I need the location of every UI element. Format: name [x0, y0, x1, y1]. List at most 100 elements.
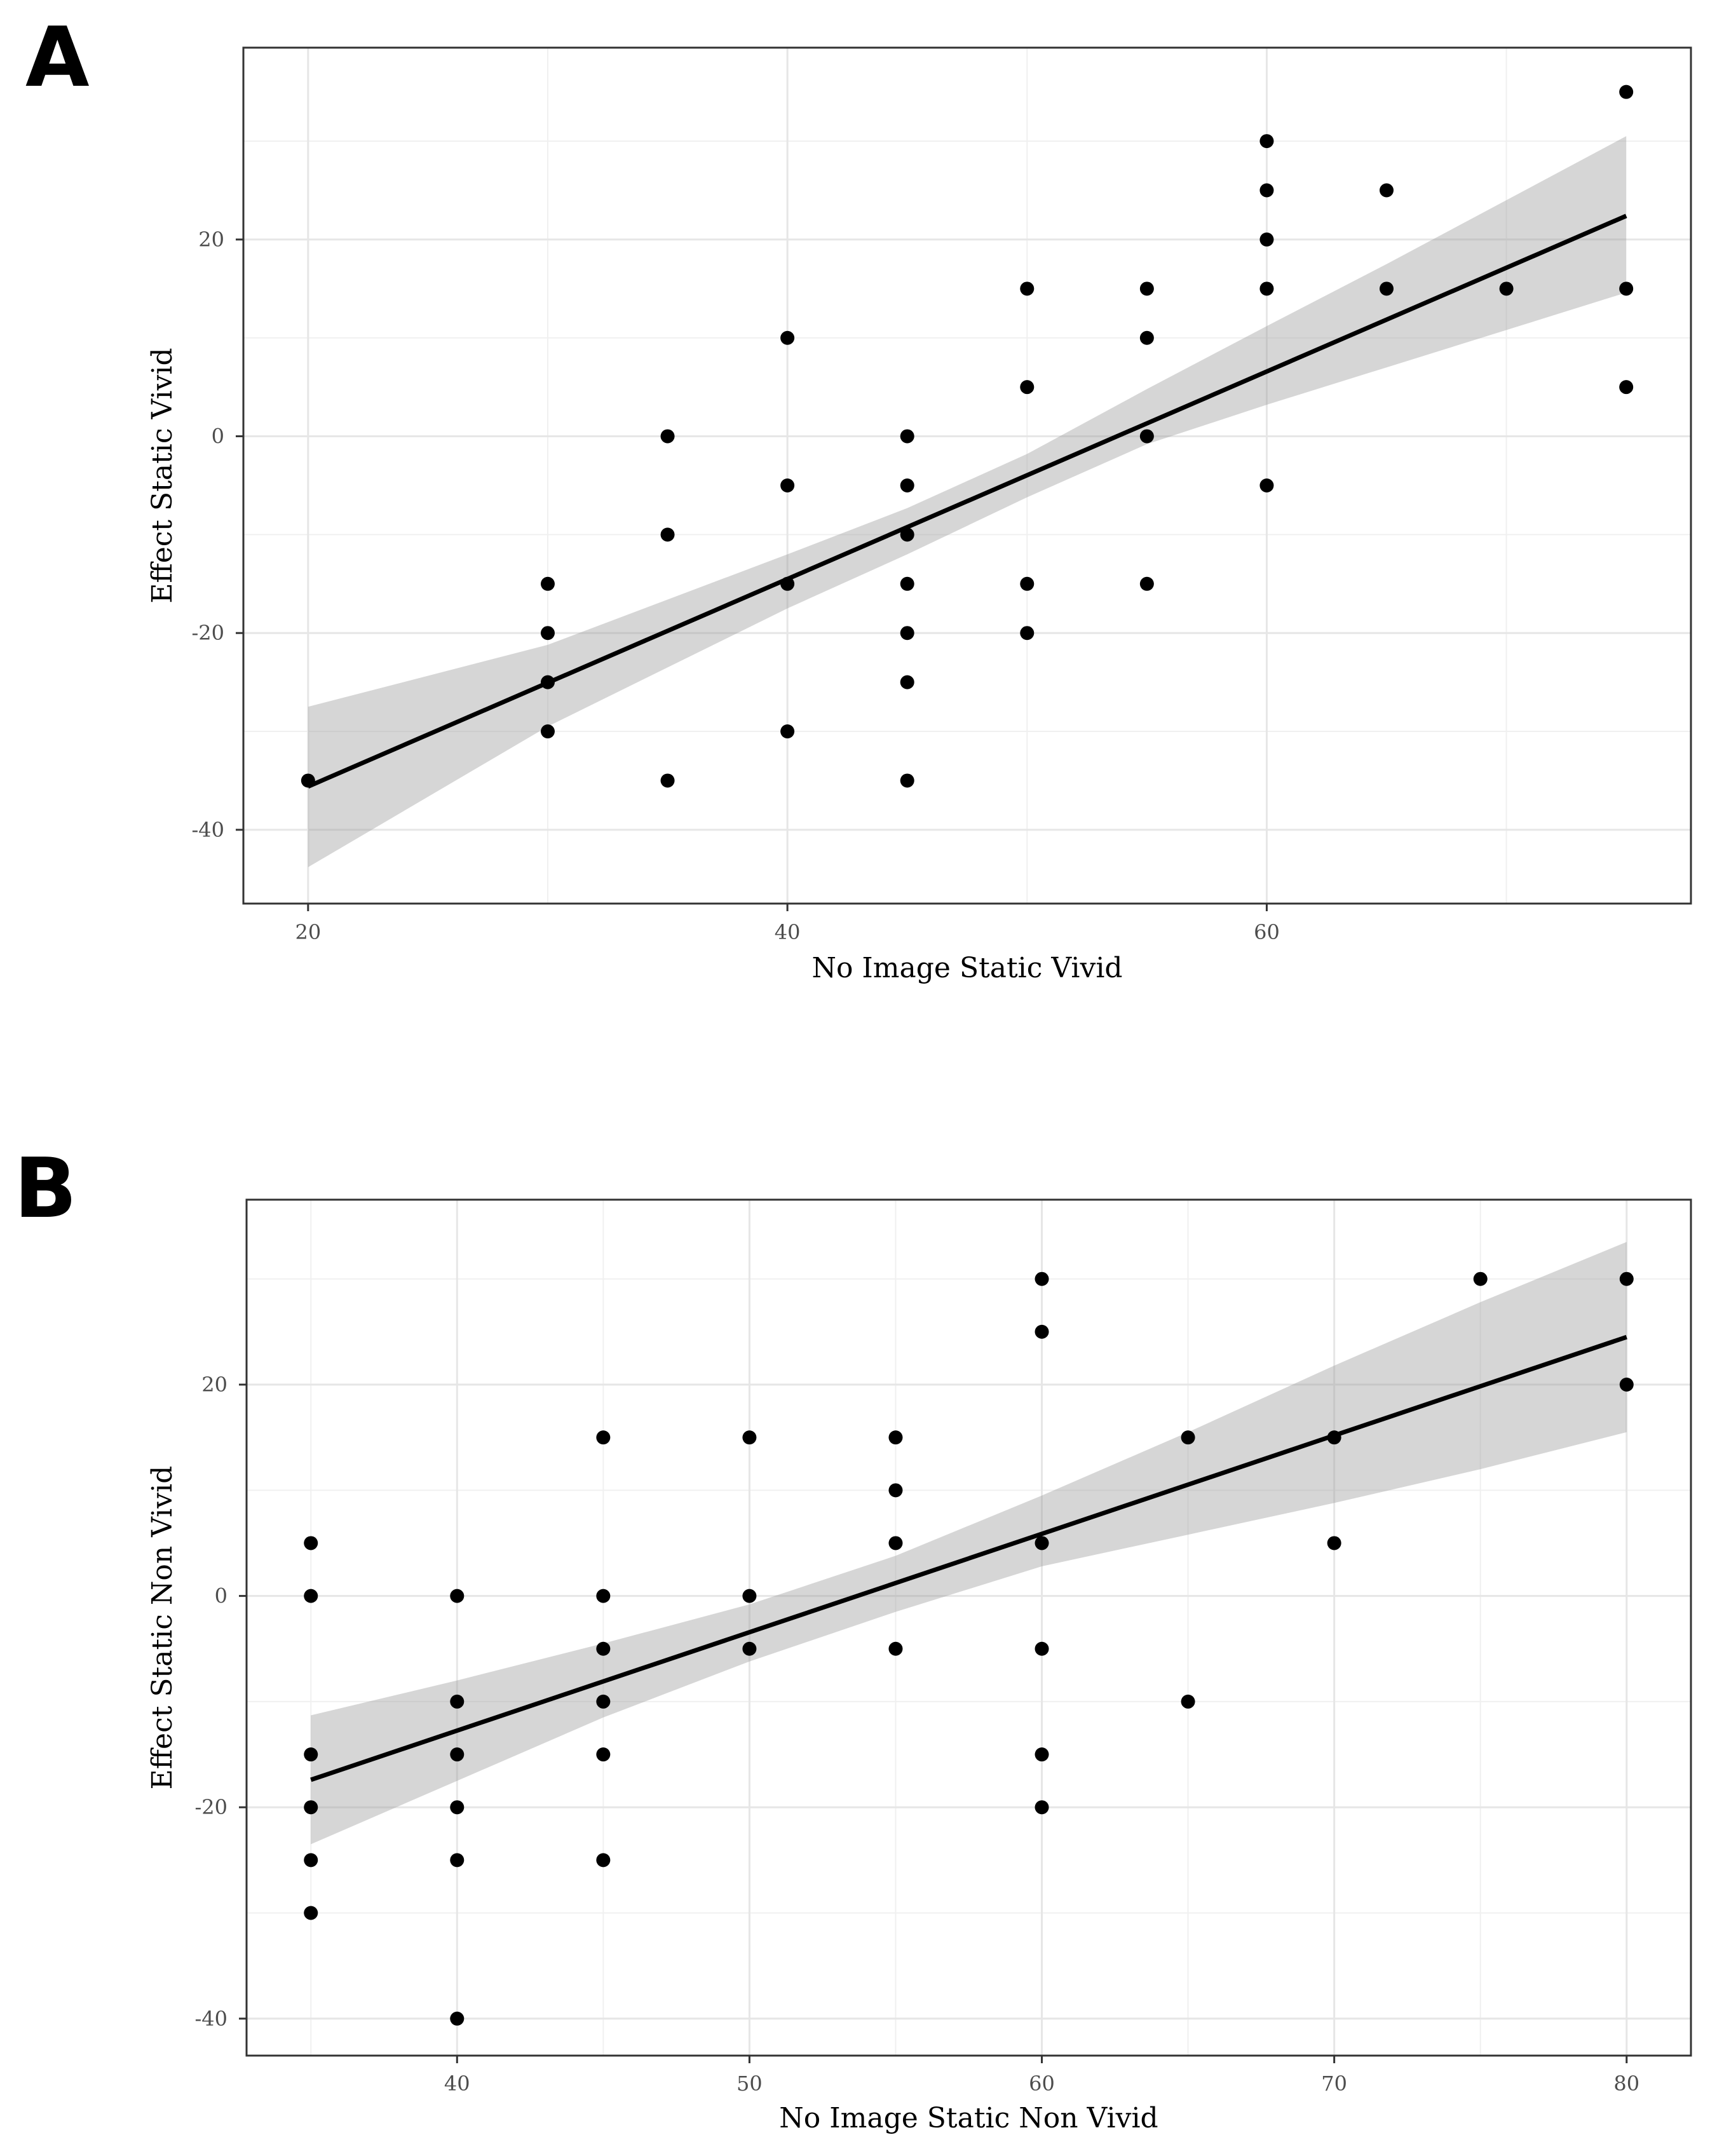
data-point — [596, 1430, 611, 1445]
data-point — [1020, 281, 1035, 296]
data-point — [304, 1747, 318, 1762]
data-point — [450, 1800, 465, 1815]
data-point — [660, 429, 675, 444]
data-point — [900, 478, 914, 492]
data-point — [900, 773, 914, 788]
data-point — [450, 1589, 465, 1603]
data-point — [1327, 1536, 1341, 1550]
y-axis-title: Effect Static Vivid — [146, 348, 179, 603]
data-point — [1619, 1271, 1634, 1286]
x-tick-label: 60 — [1254, 920, 1280, 944]
data-point — [596, 1641, 611, 1656]
data-point — [540, 724, 555, 739]
data-point — [888, 1483, 903, 1498]
data-point — [742, 1589, 757, 1603]
data-point — [888, 1430, 903, 1445]
confidence-band — [311, 1242, 1627, 1845]
y-tick-label: -20 — [191, 621, 224, 645]
data-point — [304, 1800, 318, 1815]
y-tick-label: -40 — [191, 818, 224, 842]
data-point — [742, 1641, 757, 1656]
x-tick-label: 20 — [295, 920, 321, 944]
data-point — [1473, 1271, 1488, 1286]
x-tick-label: 80 — [1613, 2071, 1639, 2096]
data-point — [1035, 1800, 1049, 1815]
data-point — [540, 576, 555, 591]
data-point — [304, 1853, 318, 1868]
data-point — [1035, 1536, 1049, 1550]
data-point — [1380, 183, 1394, 198]
data-point — [540, 626, 555, 641]
data-point — [1035, 1271, 1049, 1286]
y-axis-title: Effect Static Non Vivid — [146, 1466, 179, 1790]
data-point — [1020, 576, 1035, 591]
data-point — [450, 1853, 465, 1868]
data-point — [900, 675, 914, 689]
data-point — [660, 773, 675, 788]
data-point — [304, 1536, 318, 1550]
data-point — [1020, 380, 1035, 395]
x-axis-title: No Image Static Non Vivid — [779, 2102, 1158, 2134]
data-point — [1139, 281, 1154, 296]
data-point — [900, 626, 914, 641]
panel-label-b: B — [14, 1140, 77, 1237]
data-point — [450, 1694, 465, 1709]
data-point — [304, 1906, 318, 1920]
x-tick-label: 60 — [1029, 2071, 1055, 2096]
data-point — [742, 1430, 757, 1445]
data-point — [1035, 1641, 1049, 1656]
data-point — [900, 576, 914, 591]
data-point — [596, 1747, 611, 1762]
data-point — [900, 429, 914, 444]
plot-border — [245, 1198, 1692, 2057]
plot-border — [242, 46, 1692, 905]
data-point — [900, 527, 914, 542]
data-point — [1259, 183, 1274, 198]
data-point — [1035, 1324, 1049, 1339]
data-point — [1035, 1747, 1049, 1762]
y-tick-label: -20 — [194, 1795, 227, 1819]
regression-line — [310, 1334, 1627, 1782]
data-point — [1499, 281, 1514, 296]
panel-b-chart: 40 50 60 70 80 -40 -20 0 20 No Image Static Non V… — [146, 1198, 1692, 2134]
x-axis-title: No Image Static Vivid — [811, 952, 1122, 984]
y-tick-label: -40 — [194, 2007, 227, 2031]
regression-line — [307, 214, 1627, 789]
panel-a-chart: 20 40 60 -40 -20 0 20 No Image Static Vivid Effe… — [146, 46, 1692, 984]
x-tick-label: 40 — [775, 920, 801, 944]
data-point — [1139, 429, 1154, 444]
data-point — [888, 1536, 903, 1550]
data-point — [1619, 281, 1634, 296]
data-point — [304, 1589, 318, 1603]
y-tick-label: 0 — [212, 424, 224, 449]
plot-background — [243, 48, 1691, 904]
data-point — [1619, 1378, 1634, 1392]
data-point — [1259, 281, 1274, 296]
x-tick-label: 70 — [1321, 2071, 1347, 2096]
data-point — [1619, 85, 1634, 99]
data-point — [450, 2011, 465, 2026]
y-tick-label: 0 — [215, 1584, 227, 1608]
panel-label-a: A — [25, 9, 90, 105]
data-point — [1259, 134, 1274, 149]
data-point — [780, 330, 795, 345]
y-tick-label: 20 — [198, 227, 224, 252]
data-point — [1020, 626, 1035, 641]
x-tick-label: 50 — [736, 2071, 763, 2096]
y-tick-label: 20 — [201, 1373, 227, 1397]
data-point — [1181, 1430, 1195, 1445]
data-point — [1380, 281, 1394, 296]
data-point — [1619, 380, 1634, 395]
data-point — [596, 1589, 611, 1603]
data-point — [450, 1747, 465, 1762]
data-point — [596, 1853, 611, 1868]
data-point — [1181, 1694, 1195, 1709]
data-point — [1139, 576, 1154, 591]
x-tick-label: 40 — [444, 2071, 470, 2096]
data-point — [1139, 330, 1154, 345]
data-point — [596, 1694, 611, 1709]
data-point — [888, 1641, 903, 1656]
data-point — [780, 724, 795, 739]
data-point — [660, 527, 675, 542]
